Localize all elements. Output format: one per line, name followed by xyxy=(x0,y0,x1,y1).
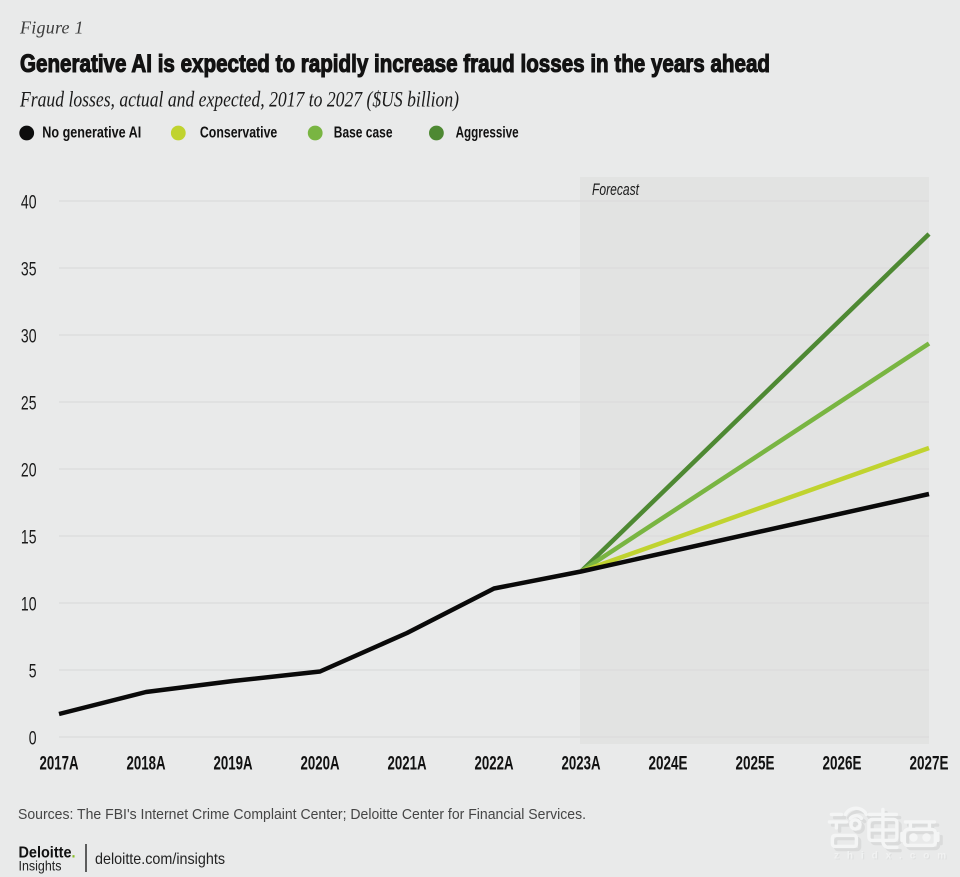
svg-text:2021A: 2021A xyxy=(388,752,427,774)
svg-text:Aggressive: Aggressive xyxy=(456,125,519,142)
svg-text:0: 0 xyxy=(29,729,37,750)
svg-text:Sources: The FBI's Internet Cr: Sources: The FBI's Internet Crime Compla… xyxy=(18,806,586,823)
svg-text:Conservative: Conservative xyxy=(200,125,277,142)
svg-text:20: 20 xyxy=(21,461,37,482)
svg-text:2027E: 2027E xyxy=(910,752,949,774)
svg-text:2017A: 2017A xyxy=(40,752,79,774)
svg-text:2022A: 2022A xyxy=(475,752,514,774)
svg-text:2020A: 2020A xyxy=(301,752,340,774)
svg-text:30: 30 xyxy=(21,327,37,348)
svg-text:Deloitte.: Deloitte. xyxy=(19,845,76,862)
svg-text:2024E: 2024E xyxy=(649,752,688,774)
svg-text:2026E: 2026E xyxy=(823,752,862,774)
svg-text:2025E: 2025E xyxy=(736,752,775,774)
svg-text:15: 15 xyxy=(21,528,37,549)
svg-text:deloitte.com/insights: deloitte.com/insights xyxy=(95,851,225,868)
svg-text:10: 10 xyxy=(21,595,37,616)
svg-text:35: 35 xyxy=(21,260,37,281)
svg-text:2019A: 2019A xyxy=(214,752,253,774)
svg-text:zhidx.com: zhidx.com xyxy=(835,852,955,863)
svg-text:2018A: 2018A xyxy=(127,752,166,774)
svg-text:40: 40 xyxy=(21,193,37,214)
svg-text:Fraud losses, actual and expec: Fraud losses, actual and expected, 2017 … xyxy=(19,87,459,112)
svg-text:5: 5 xyxy=(29,662,37,683)
svg-text:Forecast: Forecast xyxy=(592,180,640,199)
svg-text:2023A: 2023A xyxy=(562,752,601,774)
svg-text:No generative AI: No generative AI xyxy=(42,125,141,142)
svg-text:zhidx.com: zhidx.com xyxy=(834,851,954,862)
svg-text:Insights: Insights xyxy=(19,858,62,874)
svg-text:25: 25 xyxy=(21,394,37,415)
svg-text:Figure 1: Figure 1 xyxy=(19,18,84,38)
svg-text:Generative AI is expected to r: Generative AI is expected to rapidly inc… xyxy=(20,50,770,78)
svg-text:Base case: Base case xyxy=(334,125,393,142)
